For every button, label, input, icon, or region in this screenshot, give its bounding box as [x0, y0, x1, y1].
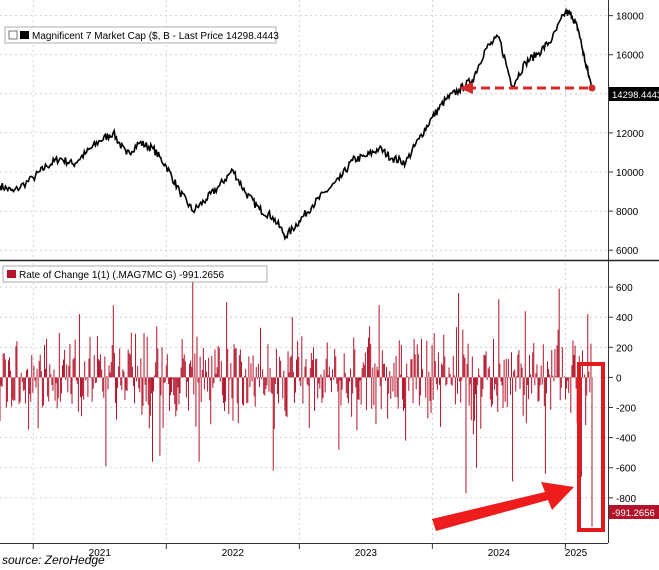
y-tick-label: -200	[616, 404, 636, 415]
x-tick-label: 2021	[89, 548, 112, 559]
y-tick-label: 16000	[616, 51, 644, 62]
y-tick-label: 8000	[616, 207, 639, 218]
top-legend: Magnificent 7 Market Cap ($, B - Last Pr…	[4, 26, 279, 44]
support-arrow-head	[458, 81, 473, 94]
last-roc-tag: -991.2656	[609, 505, 659, 519]
bottom-panel-bg	[0, 263, 608, 543]
highlight-box	[577, 362, 605, 532]
x-tick-label: 2025	[565, 548, 588, 559]
y-tick-label: 400	[616, 313, 633, 324]
x-axis: 2021 2022 2023 2024 2025	[32, 543, 588, 559]
legend-toggle-icon	[8, 30, 18, 40]
bottom-legend-text: Rate of Change 1(1) (.MAG7MC G) -991.265…	[19, 270, 225, 281]
top-legend-text: Magnificent 7 Market Cap ($, B - Last Pr…	[32, 31, 279, 42]
y-tick-label: 12000	[616, 129, 644, 140]
y-tick-label: 600	[616, 283, 633, 294]
y-tick-label: 200	[616, 343, 633, 354]
bottom-grid	[0, 263, 608, 543]
bottom-y-axis: -800 -600 -400 -200 0 200 400 600	[608, 283, 636, 505]
support-arrow-dot	[588, 84, 596, 92]
y-tick-label: 10000	[616, 168, 644, 179]
bottom-legend: Rate of Change 1(1) (.MAG7MC G) -991.265…	[2, 265, 268, 283]
y-tick-label: 0	[616, 373, 622, 384]
legend-swatch	[20, 31, 29, 39]
y-tick-label: -400	[616, 434, 636, 445]
x-tick-label: 2022	[222, 548, 245, 559]
last-price-value: 14298.4443	[612, 90, 659, 101]
y-tick-label: 18000	[616, 12, 644, 23]
y-tick-label: 6000	[616, 246, 639, 257]
top-grid	[0, 0, 608, 258]
market-cap-line	[0, 7, 593, 241]
y-tick-label: -600	[616, 464, 636, 475]
top-y-axis: 600080001000012000140001600018000	[608, 12, 644, 257]
last-roc-value: -991.2656	[612, 508, 655, 519]
y-tick-label: -800	[616, 494, 636, 505]
last-price-tag: 14298.4443	[609, 87, 659, 101]
red-arrow	[432, 482, 574, 531]
source-label: source: ZeroHedge	[2, 553, 105, 567]
x-tick-label: 2023	[355, 548, 378, 559]
rate-of-change-bars	[0, 279, 593, 527]
x-tick-label: 2024	[488, 548, 511, 559]
legend-swatch	[7, 270, 16, 278]
